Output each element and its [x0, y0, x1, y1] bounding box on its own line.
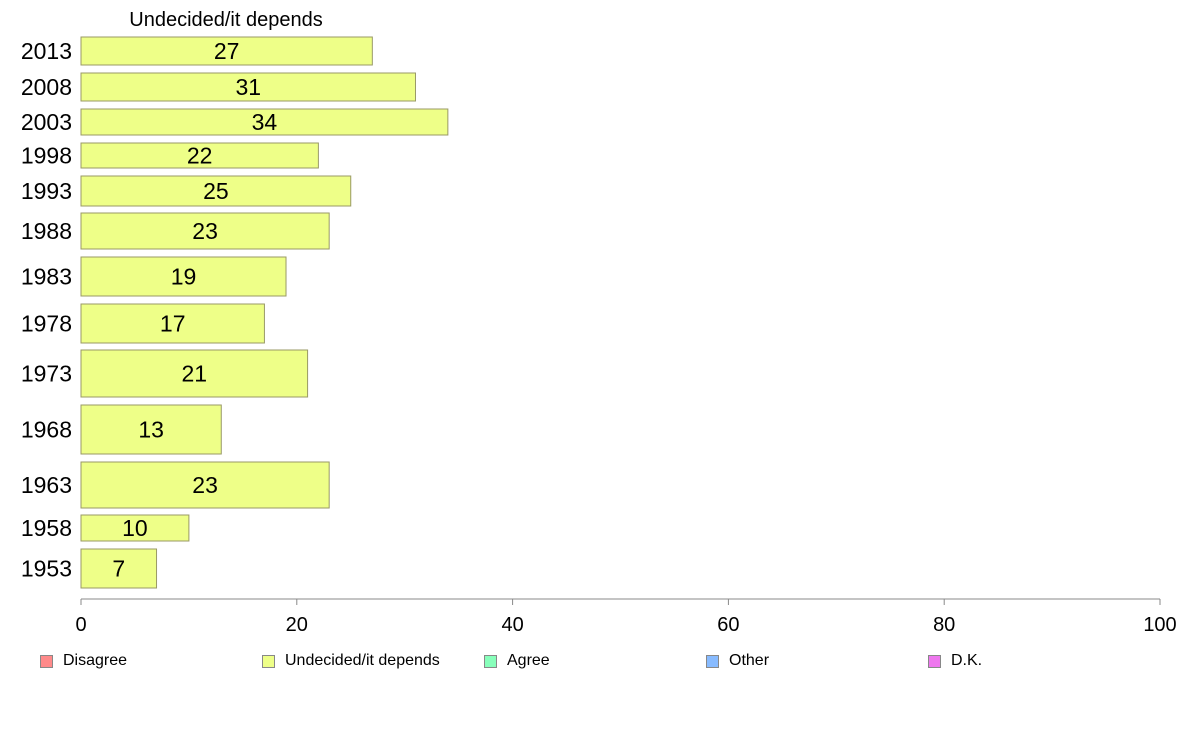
bar-1958 [80, 514, 190, 542]
bar-value-label-1983: 19 [171, 264, 197, 290]
category-label-2013: 2013 [21, 38, 72, 64]
legend-item-other: Other [706, 652, 769, 670]
bar-value-label-1958: 10 [122, 515, 148, 541]
bar-2003 [80, 108, 449, 136]
x-tick-label-60: 60 [717, 614, 739, 636]
legend-item-agree: Agree [484, 652, 550, 670]
bar-1978 [80, 303, 265, 344]
x-tick-label-100: 100 [1143, 614, 1176, 636]
bar-1983 [80, 256, 287, 297]
bar-value-label-2003: 34 [252, 109, 278, 135]
category-label-1953: 1953 [21, 556, 72, 582]
legend-label-other: Other [729, 652, 770, 669]
category-label-1963: 1963 [21, 472, 72, 498]
x-tick-label-80: 80 [933, 614, 955, 636]
legend-label-agree: Agree [507, 652, 550, 669]
bar-value-label-1978: 17 [160, 311, 186, 337]
bar-2008 [80, 72, 416, 102]
x-tick-label-0: 0 [75, 614, 86, 636]
legend-swatch-other [706, 654, 719, 668]
category-label-1998: 1998 [21, 143, 72, 169]
bar-1973 [80, 349, 309, 398]
bar-1998 [80, 142, 319, 169]
category-label-1968: 1968 [21, 417, 72, 443]
bar-1993 [80, 175, 352, 207]
legend-item-undecided: Undecided/it depends [262, 652, 440, 670]
legend-swatch-disagree [40, 654, 53, 668]
bar-1963 [80, 461, 330, 509]
chart-title: Undecided/it depends [129, 9, 322, 31]
legend-label-dk: D.K. [951, 652, 983, 669]
bar-1953 [80, 548, 158, 589]
bar-value-label-2008: 31 [235, 74, 261, 100]
legend-item-disagree: Disagree [40, 652, 127, 670]
bar-2013 [80, 36, 373, 66]
category-label-1993: 1993 [21, 178, 72, 204]
category-label-2008: 2008 [21, 74, 72, 100]
bar-value-label-1963: 23 [192, 472, 218, 498]
legend-item-dk: D.K. [928, 652, 982, 670]
bars-layer: 27 2013 31 2008 34 2003 22 1998 25 1993 23 1988 19 19… [21, 36, 449, 589]
bar-value-label-1988: 23 [192, 218, 218, 244]
legend: Disagree Undecided/it depends Agree Othe… [0, 652, 1188, 676]
bar-chart: Undecided/it depends 2720133120083420032… [21, 9, 1177, 636]
category-label-1973: 1973 [21, 361, 72, 387]
legend-label-undecided: Undecided/it depends [285, 652, 440, 669]
bar-value-label-1968: 13 [138, 417, 164, 443]
x-axis: 0 20 40 60 80 100 [75, 598, 1177, 636]
bar-value-label-1973: 21 [181, 361, 207, 387]
category-label-1978: 1978 [21, 311, 72, 337]
legend-label-disagree: Disagree [63, 652, 128, 669]
category-label-1988: 1988 [21, 218, 72, 244]
bar-value-label-1993: 25 [203, 178, 229, 204]
x-tick-label-20: 20 [286, 614, 308, 636]
category-label-1958: 1958 [21, 515, 72, 541]
legend-swatch-dk [928, 654, 941, 668]
bar-1988 [80, 212, 330, 250]
bar-value-label-2013: 27 [214, 38, 240, 64]
category-label-2003: 2003 [21, 109, 72, 135]
bar-1968 [80, 404, 222, 455]
x-tick-label-40: 40 [501, 614, 523, 636]
category-label-1983: 1983 [21, 264, 72, 290]
bar-value-label-1953: 7 [112, 556, 125, 582]
legend-swatch-undecided [262, 654, 275, 668]
legend-swatch-agree [484, 654, 497, 668]
bar-value-label-1998: 22 [187, 143, 213, 169]
